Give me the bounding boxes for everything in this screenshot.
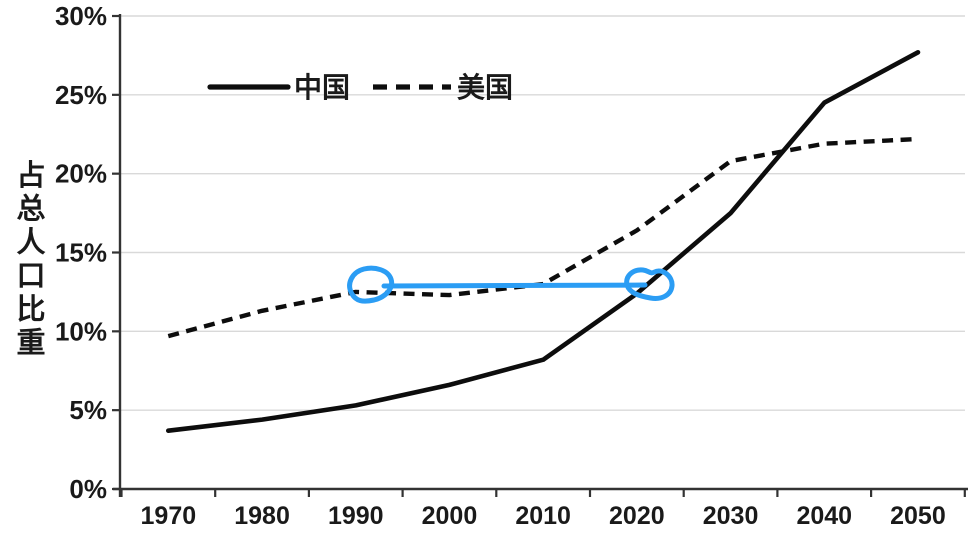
- legend: 中国 美国: [207, 72, 513, 104]
- y-tick-label: 20%: [55, 159, 107, 189]
- annotation-circle-china-2021: [624, 267, 675, 301]
- y-tick-label: 15%: [55, 238, 107, 268]
- y-tick-label: 25%: [55, 80, 107, 110]
- y-tick-label: 5%: [69, 395, 107, 425]
- x-tick-labels: 1970 1980 1990 2000 2010 2020 2030 2040 2050: [141, 502, 946, 530]
- legend-label: 美国: [457, 72, 513, 104]
- y-axis-title-char: 占: [16, 159, 45, 192]
- x-tick-label: 2030: [703, 502, 759, 530]
- y-axis-title-char: 重: [16, 327, 45, 360]
- series-line-china: [166, 49, 921, 434]
- x-tick-label: 2040: [796, 502, 852, 530]
- annotation-circle-usa-1990: [347, 265, 395, 304]
- y-tick-label: 30%: [55, 1, 107, 31]
- x-tick-label: 2050: [890, 502, 946, 530]
- y-tick-labels: 0% 5% 10% 15% 20% 25% 30%: [55, 1, 107, 504]
- x-tick-label: 1970: [141, 502, 197, 530]
- y-axis-title-char: 人: [16, 226, 45, 259]
- x-tick-label: 2000: [422, 502, 478, 530]
- annotation-highlight: [347, 265, 675, 304]
- y-axis-title-char: 口: [16, 261, 45, 293]
- x-tick-label: 2010: [515, 502, 571, 530]
- gridlines: [120, 15, 965, 411]
- y-axis-title-char: 总: [16, 193, 45, 226]
- y-axis-title-char: 比: [16, 293, 45, 326]
- y-tick-label: 0%: [69, 474, 107, 504]
- y-tick-label: 10%: [55, 316, 107, 346]
- x-tick-label: 1980: [234, 502, 290, 530]
- annotation-connector-line: [381, 282, 648, 289]
- x-tick-label: 1990: [328, 502, 384, 530]
- axes: [112, 14, 968, 497]
- series-line-usa: [167, 136, 919, 339]
- legend-label: 中国: [294, 72, 350, 104]
- x-tick-label: 2020: [609, 502, 665, 530]
